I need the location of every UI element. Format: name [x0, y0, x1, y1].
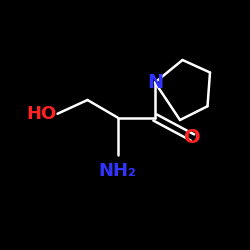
Text: N: N — [147, 73, 163, 92]
Text: HO: HO — [26, 105, 56, 123]
Text: O: O — [184, 128, 201, 147]
Text: NH₂: NH₂ — [98, 162, 136, 180]
